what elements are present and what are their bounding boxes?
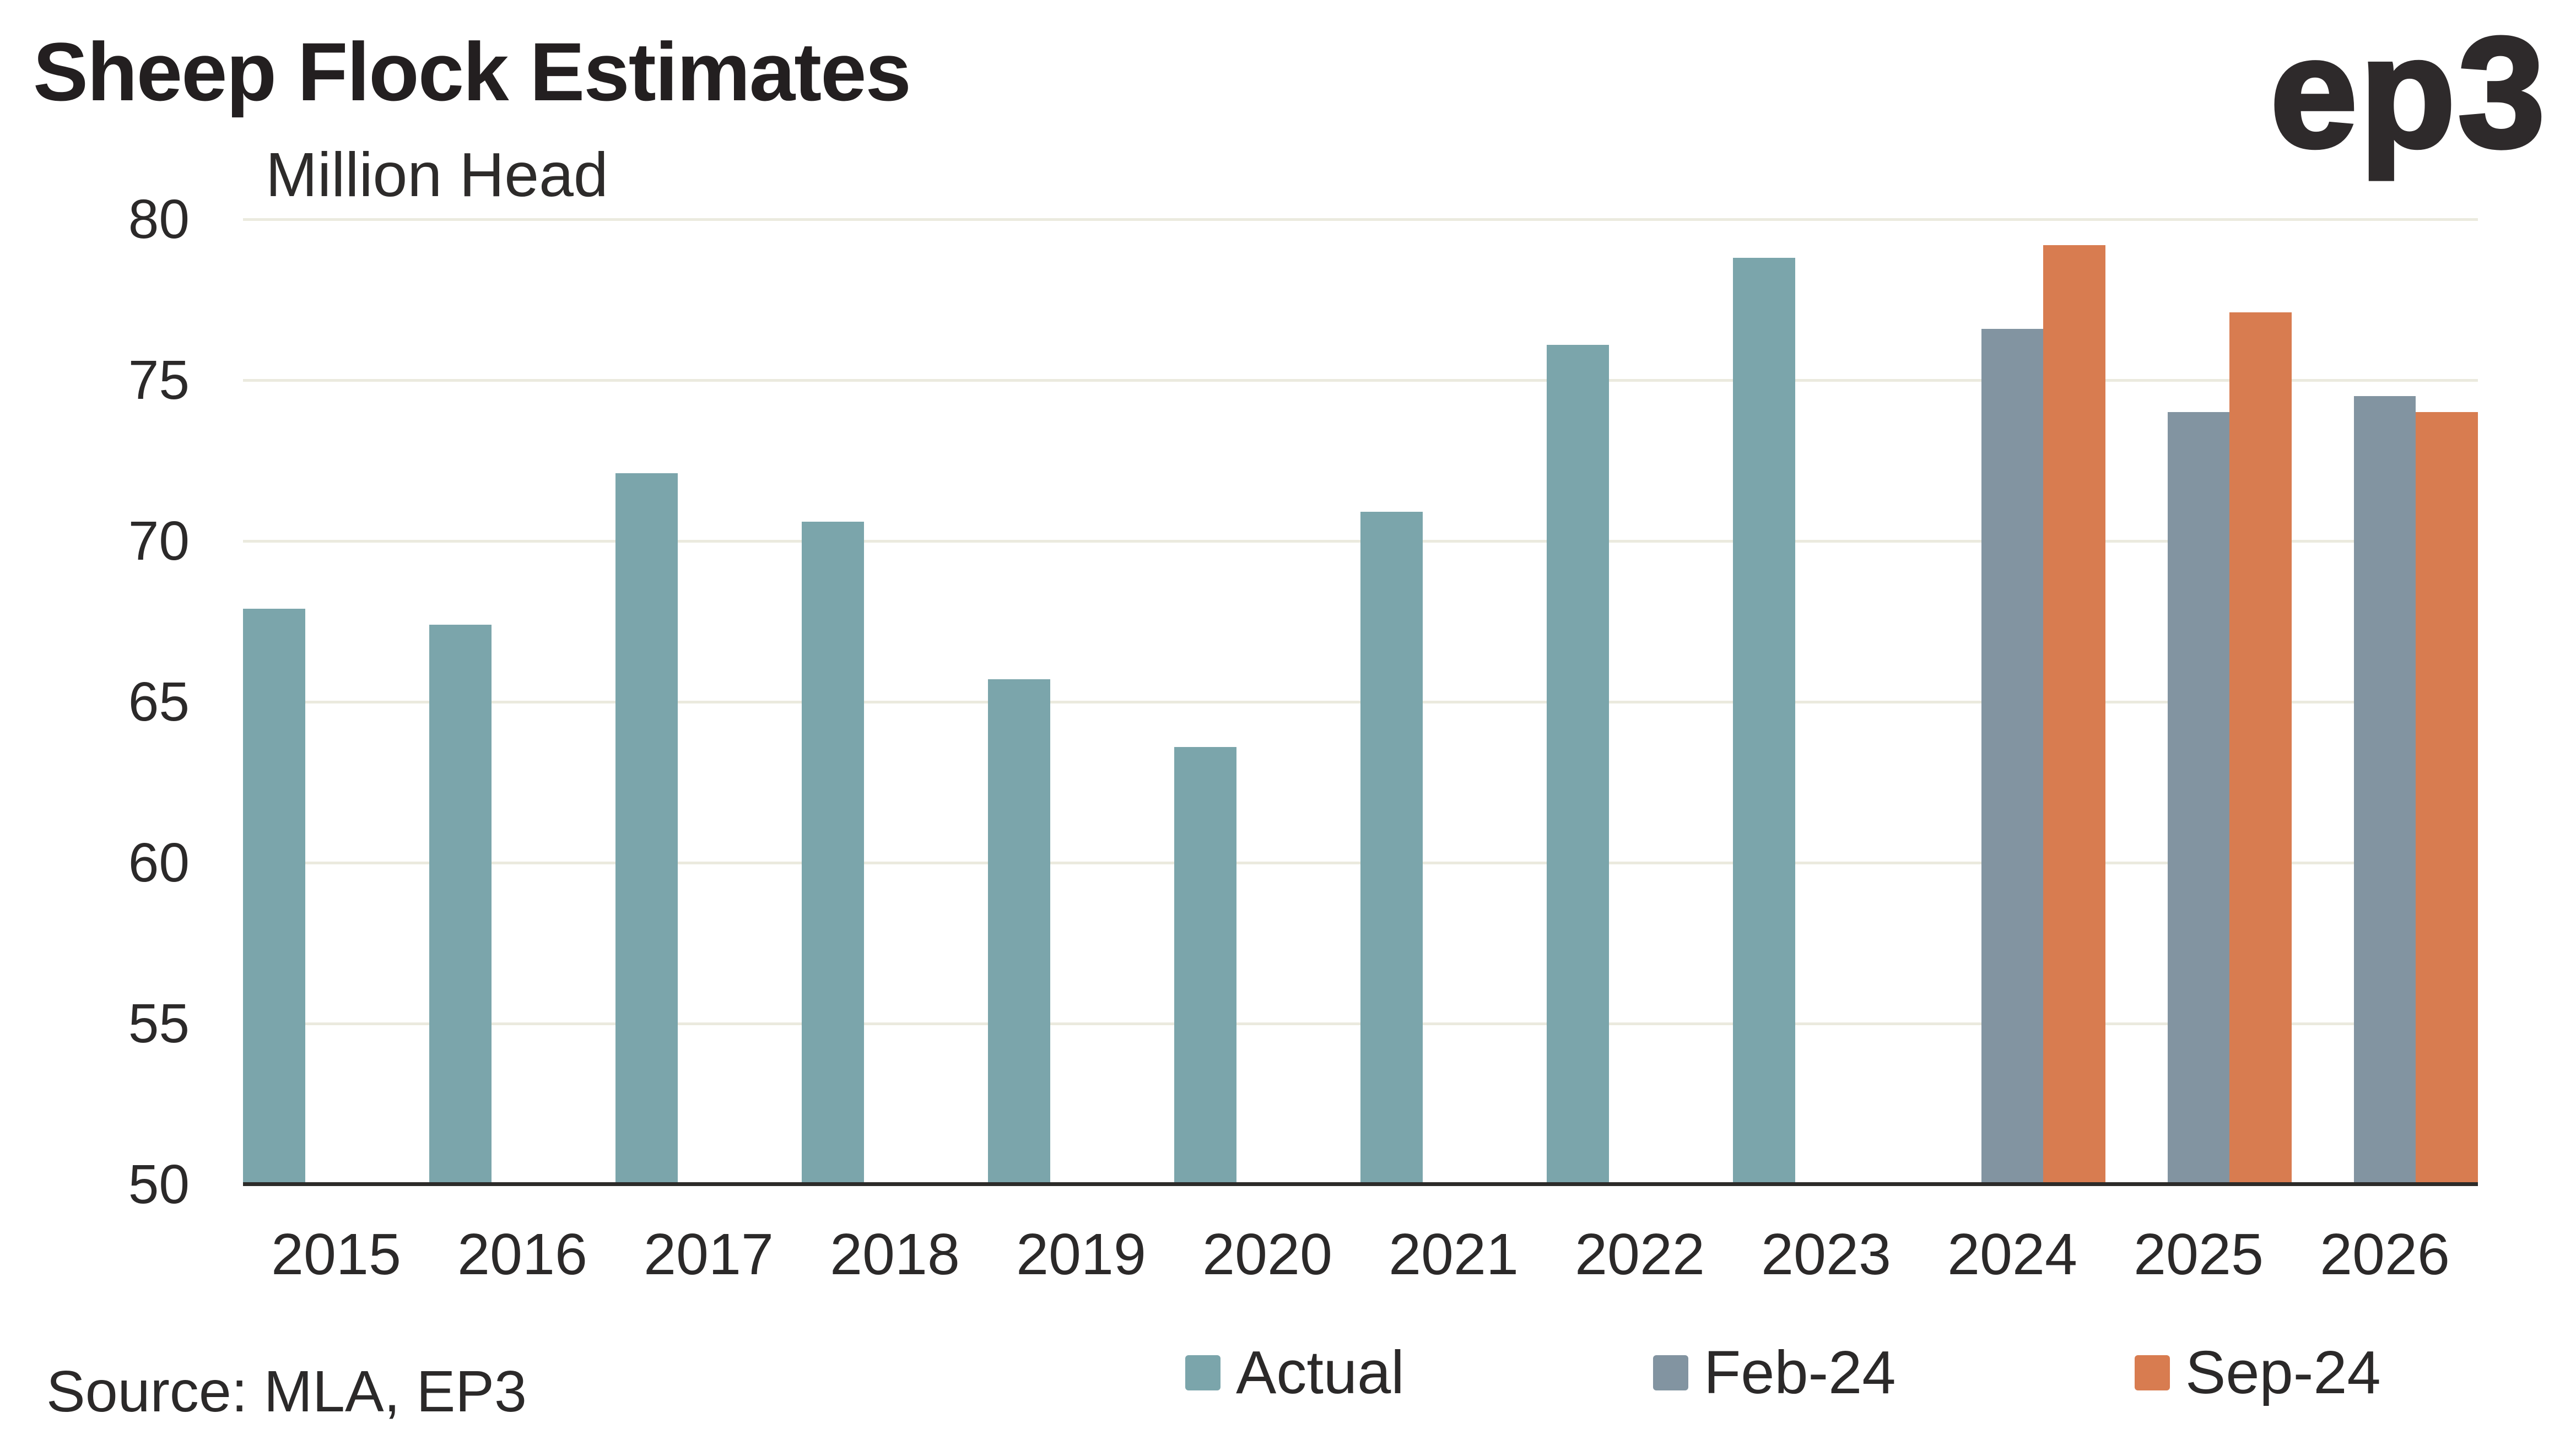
legend-label-feb-24: Feb-24 [1704,1339,1896,1406]
gridline-75 [243,378,2478,382]
source-note: Source: MLA, EP3 [46,1359,527,1424]
x-tick-2018: 2018 [830,1222,960,1287]
x-tick-2024: 2024 [1947,1222,2077,1287]
legend-swatch-sep-24 [2135,1355,2170,1390]
x-axis-line [243,1182,2478,1186]
bar-actual-2020 [1174,746,1236,1186]
legend-label-actual: Actual [1236,1339,1405,1406]
bar-actual-2015 [243,608,305,1186]
legend-swatch-feb-24 [1653,1355,1688,1390]
legend-item-feb-24: Feb-24 [1653,1342,1896,1404]
bar-feb-24-2025 [2167,412,2230,1186]
x-tick-2020: 2020 [1202,1222,1332,1287]
x-tick-2025: 2025 [2134,1222,2264,1287]
bar-actual-2018 [802,521,864,1186]
bar-actual-2023 [1733,258,1795,1186]
page-title: Sheep Flock Estimates [33,25,911,118]
y-tick-50: 50 [128,1154,190,1215]
bar-actual-2017 [615,473,678,1186]
legend-item-sep-24: Sep-24 [2135,1342,2381,1404]
bar-actual-2022 [1547,344,1609,1186]
y-tick-75: 75 [128,349,190,411]
bar-actual-2019 [988,679,1050,1186]
x-tick-2016: 2016 [457,1222,587,1287]
bar-sep-24-2026 [2416,412,2478,1186]
bar-sep-24-2024 [2043,245,2105,1186]
bar-actual-2021 [1360,512,1423,1186]
bar-feb-24-2026 [2353,396,2416,1186]
legend-label-sep-24: Sep-24 [2185,1339,2381,1406]
x-tick-2021: 2021 [1389,1222,1519,1287]
y-tick-60: 60 [128,832,190,894]
x-tick-2017: 2017 [644,1222,774,1287]
ep3-logo: ep3 [2268,5,2547,180]
x-tick-2023: 2023 [1761,1222,1891,1287]
x-tick-2026: 2026 [2320,1222,2450,1287]
legend-swatch-actual [1185,1355,1221,1390]
x-tick-2022: 2022 [1575,1222,1705,1287]
y-tick-80: 80 [128,188,190,250]
gridline-80 [243,218,2478,221]
y-tick-55: 55 [128,993,190,1054]
bar-feb-24-2024 [1981,328,2044,1186]
y-axis-label: Million Head [266,140,608,209]
y-tick-65: 65 [128,671,190,733]
legend-item-actual: Actual [1185,1342,1405,1404]
bar-actual-2016 [429,624,492,1186]
bar-sep-24-2025 [2229,312,2292,1186]
x-tick-2015: 2015 [271,1222,401,1287]
x-tick-2019: 2019 [1016,1222,1146,1287]
y-tick-70: 70 [128,510,190,572]
